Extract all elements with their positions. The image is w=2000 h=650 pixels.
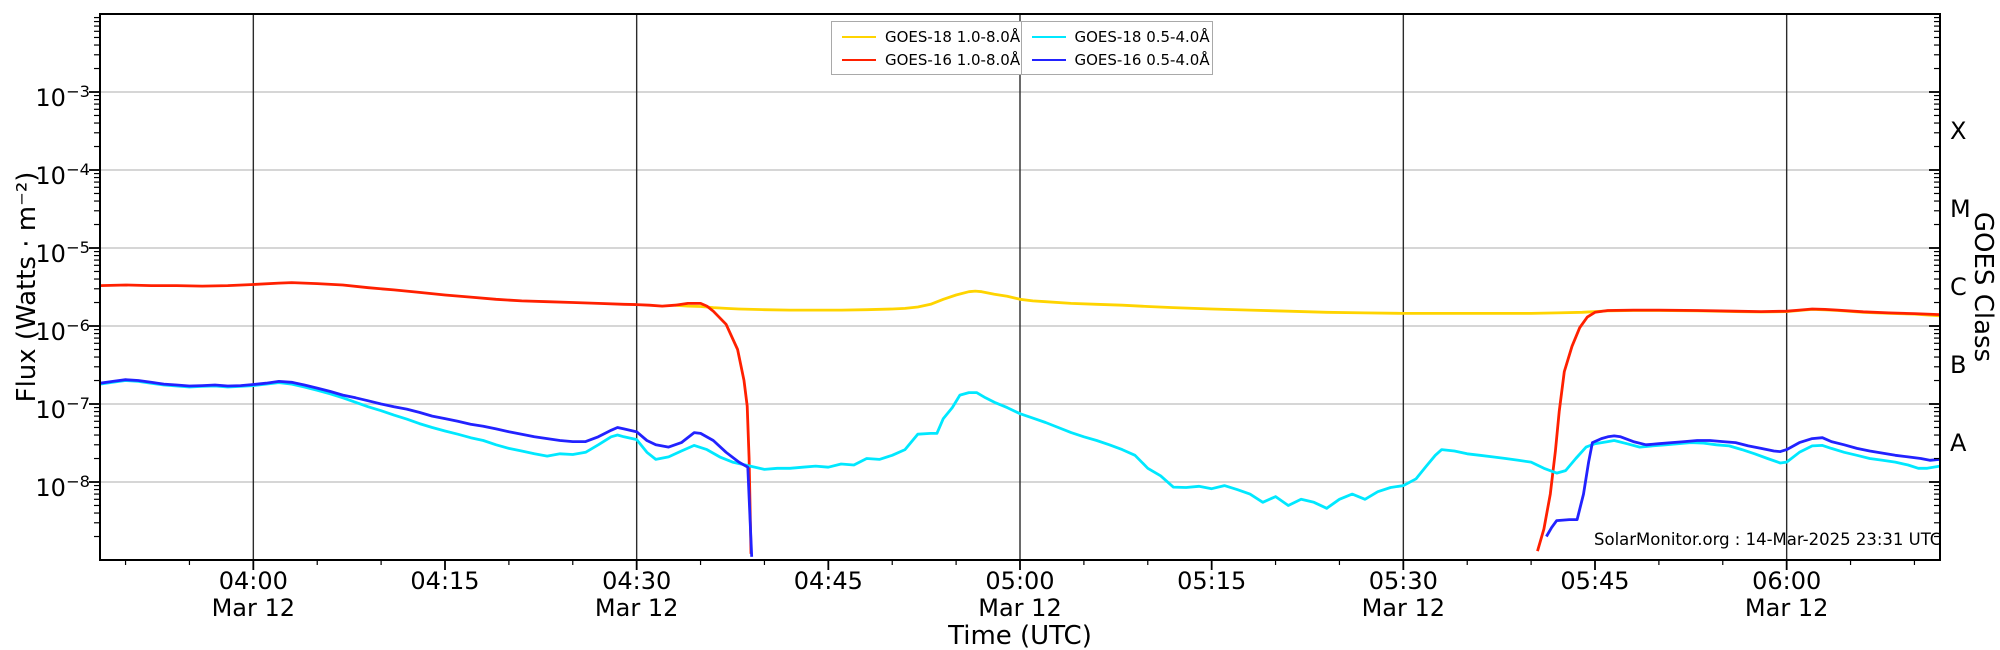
series-line-3 (100, 378, 754, 557)
goes-class-label: M (1950, 195, 1971, 223)
legend-line-swatch (1031, 58, 1066, 61)
legend-box: GOES-18 0.5-4.0Å GOES-16 0.5-4.0Å (1020, 21, 1213, 75)
legend-entry: GOES-18 1.0-8.0Å (842, 26, 1020, 47)
x-tick-label: 05:15 (1177, 567, 1247, 595)
goes-class-label: C (1950, 273, 1967, 301)
goes-class-label: X (1950, 117, 1967, 145)
x-tick-date: Mar 12 (211, 594, 296, 622)
y-axis-label: Flux (Watts · m⁻²) (12, 171, 42, 403)
x-tick-date: Mar 12 (1744, 594, 1829, 622)
legend-entry: GOES-16 0.5-4.0Å (1031, 49, 1210, 70)
y-tick-label: 10−6 (35, 316, 90, 346)
series-line-1 (100, 281, 753, 554)
x-tick-label: 04:45 (793, 567, 863, 595)
legend-line-swatch (842, 58, 876, 61)
x-tick-label: 05:00 (985, 567, 1055, 595)
x-tick-label: 04:30 (602, 567, 672, 595)
x-tick-date: Mar 12 (1361, 594, 1446, 622)
y-tick-label: 10−8 (35, 472, 90, 502)
x-tick-label: 04:00 (218, 567, 288, 595)
x-tick-date: Mar 12 (978, 594, 1062, 622)
legend: GOES-18 1.0-8.0Å GOES-16 1.0-8.0Å GOES-18 … (831, 21, 1213, 75)
annotation-credit: SolarMonitor.org : 14-Mar-2025 23:31 UTC (1594, 530, 1942, 549)
series-line-3 (1545, 434, 1940, 538)
legend-label: GOES-18 0.5-4.0Å (1074, 27, 1210, 46)
goes-class-label: A (1950, 429, 1967, 457)
y-tick-label: 10−5 (35, 238, 90, 268)
y-tick-label: 10−4 (35, 160, 90, 190)
goes-class-axis-label: GOES Class (1968, 211, 1998, 363)
series-line-1 (1536, 307, 1940, 552)
goes-class-label: B (1950, 351, 1967, 379)
x-tick-date: Mar 12 (594, 594, 679, 622)
legend-line-swatch (1031, 35, 1066, 38)
x-tick-label: 05:30 (1368, 567, 1438, 595)
legend-entry: GOES-18 0.5-4.0Å (1031, 26, 1210, 47)
x-tick-label: 05:45 (1560, 567, 1630, 595)
series-line-2 (100, 379, 1940, 510)
legend-box: GOES-18 1.0-8.0Å GOES-16 1.0-8.0Å (831, 21, 1022, 75)
legend-line-swatch (842, 35, 876, 38)
legend-label: GOES-16 0.5-4.0Å (1074, 50, 1210, 69)
y-tick-label: 10−7 (35, 394, 90, 424)
legend-label: GOES-16 1.0-8.0Å (885, 50, 1021, 69)
y-tick-label: 10−3 (35, 82, 90, 112)
legend-entry: GOES-16 1.0-8.0Å (842, 49, 1020, 70)
x-tick-label: 06:00 (1752, 567, 1822, 595)
legend-label: GOES-18 1.0-8.0Å (885, 27, 1021, 46)
x-tick-label: 04:15 (410, 567, 480, 595)
x-axis-label: Time (UTC) (948, 621, 1092, 650)
